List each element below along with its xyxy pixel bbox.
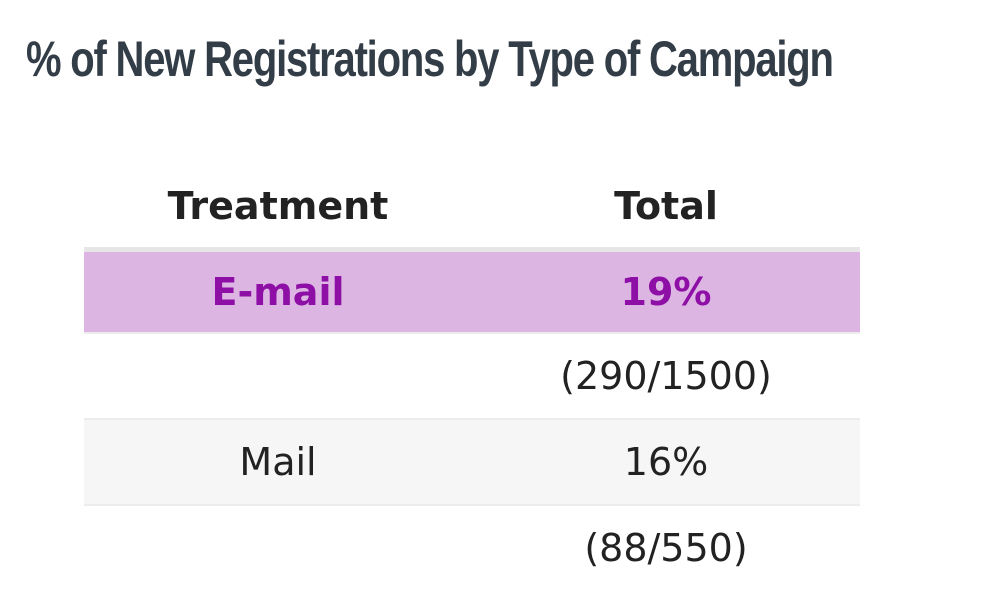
cell-total: 19% xyxy=(472,249,860,333)
table-row-mail: Mail 16% xyxy=(84,419,860,505)
cell-treatment: Mail xyxy=(84,419,472,505)
cell-total: 16% xyxy=(472,419,860,505)
table-header-row: Treatment Total xyxy=(84,165,860,252)
table-row-email-counts: (290/1500) xyxy=(84,333,860,419)
page-title: % of New Registrations by Type of Campai… xyxy=(26,31,834,87)
column-header-treatment: Treatment xyxy=(84,165,472,252)
results-table: Treatment Total E-mail 19% (290/1500) Ma… xyxy=(84,165,860,590)
cell-treatment xyxy=(84,505,472,590)
column-header-total: Total xyxy=(472,165,860,252)
cell-treatment: E-mail xyxy=(84,249,472,333)
cell-total: (88/550) xyxy=(472,505,860,590)
table-row-mail-counts: (88/550) xyxy=(84,505,860,590)
table-row-email: E-mail 19% xyxy=(84,249,860,333)
cell-total: (290/1500) xyxy=(472,333,860,419)
cell-treatment xyxy=(84,333,472,419)
